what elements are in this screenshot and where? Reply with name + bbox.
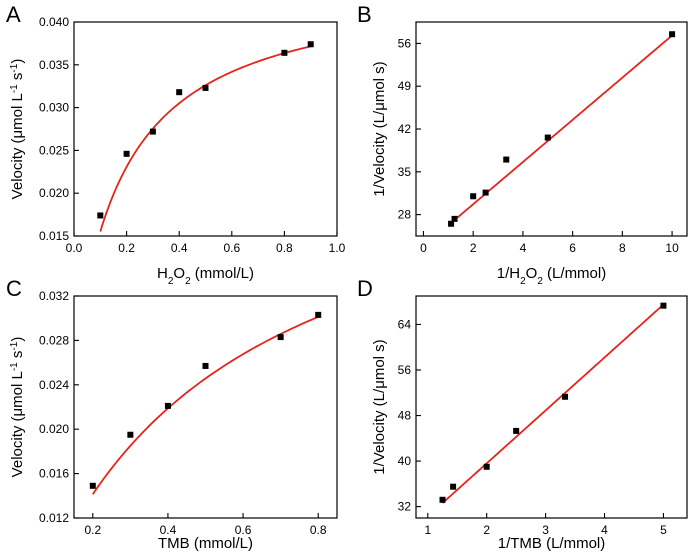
panel-label: B (357, 2, 372, 27)
x-tick-label: 4 (520, 241, 527, 255)
x-tick-label: 5 (660, 523, 667, 537)
y-tick-label: 0.030 (39, 101, 69, 115)
y-tick-label: 56 (398, 363, 412, 377)
data-point (307, 41, 314, 48)
data-point (176, 89, 183, 96)
x-tick-label: 0.6 (235, 523, 252, 537)
x-axis-title: H2O2 (mmol/L) (157, 265, 254, 287)
fit-line (441, 303, 665, 504)
plot-frame (415, 21, 688, 237)
x-tick-label: 0.8 (310, 523, 327, 537)
fit-line (92, 316, 319, 495)
y-tick-label: 0.025 (39, 143, 69, 157)
x-tick-label: 4 (601, 523, 608, 537)
y-tick-label: 0.032 (39, 289, 69, 303)
data-point (277, 334, 284, 341)
y-tick-label: 0.015 (39, 229, 69, 243)
y-tick-label: 0.016 (39, 467, 69, 481)
data-point (660, 302, 667, 309)
panel-b: B 0 2 4 6 8 10 28 35 42 49 56 1/H2O2 (L/mmol) 1/Veloc… (357, 2, 688, 287)
x-tick-label: 0.6 (223, 241, 240, 255)
fit-line (99, 45, 311, 232)
x-tick-label: 6 (569, 241, 576, 255)
data-point (202, 362, 209, 369)
y-tick-label: 0.028 (39, 333, 69, 347)
data-point (89, 482, 96, 489)
panel-label: A (6, 2, 21, 27)
data-point (470, 193, 477, 200)
x-tick-label: 0.0 (66, 241, 83, 255)
panel-label: C (6, 276, 22, 301)
data-point (669, 31, 676, 38)
data-point (450, 483, 457, 490)
data-point (149, 128, 156, 135)
x-tick-label: 0.4 (160, 523, 177, 537)
data-point (202, 84, 209, 91)
data-point (97, 212, 104, 219)
x-tick-label: 0.4 (171, 241, 188, 255)
y-tick-label: 56 (398, 36, 412, 50)
y-tick-label: 0.020 (39, 186, 69, 200)
y-axis-title: 1/Velocity (L/μmol s) (371, 339, 388, 474)
y-tick-label: 0.020 (39, 422, 69, 436)
x-tick-label: 0.8 (276, 241, 293, 255)
data-point (503, 156, 510, 163)
x-tick-label: 2 (470, 241, 477, 255)
x-tick-label: 1 (424, 523, 431, 537)
y-tick-label: 32 (398, 500, 412, 514)
panel-d: D 1 2 3 4 5 32 40 48 56 64 1/TMB (L/mmol) 1/Velocity… (357, 276, 688, 552)
data-point (483, 463, 490, 470)
y-tick-label: 28 (398, 208, 412, 222)
data-point (451, 215, 458, 222)
y-tick-label: 42 (398, 122, 412, 136)
panel-label: D (357, 276, 373, 301)
y-tick-label: 48 (398, 409, 412, 423)
panel-a: A 0.0 0.2 0.4 0.6 0.8 1.0 0.015 0.020 0.025 0.030 0… (6, 2, 346, 287)
x-axis-title: TMB (mmol/L) (158, 535, 253, 552)
x-tick-label: 3 (542, 523, 549, 537)
y-tick-label: 64 (398, 317, 412, 331)
y-axis-title: 1/Velocity (L/μmol s) (371, 61, 388, 196)
y-tick-label: 35 (398, 165, 412, 179)
x-tick-label: 8 (619, 241, 626, 255)
data-point (439, 496, 446, 503)
y-axis-title: Velocity (μmol L-1 s-1) (9, 59, 27, 200)
data-point (164, 402, 171, 409)
x-tick-label: 0.2 (118, 241, 135, 255)
plot-frame (73, 21, 338, 237)
x-tick-label: 2 (483, 523, 490, 537)
y-tick-label: 0.024 (39, 378, 69, 392)
y-tick-label: 0.040 (39, 15, 69, 29)
y-tick-label: 40 (398, 454, 412, 468)
x-axis-title: 1/TMB (L/mmol) (498, 535, 606, 552)
data-point (281, 49, 288, 56)
data-point (544, 134, 551, 141)
data-point (482, 189, 489, 196)
x-tick-label: 0.2 (84, 523, 101, 537)
y-tick-label: 0.035 (39, 58, 69, 72)
x-tick-label: 1.0 (329, 241, 346, 255)
plot-frame (415, 295, 688, 519)
y-tick-label: 0.012 (39, 511, 69, 525)
data-point (127, 431, 134, 438)
data-point (513, 427, 520, 434)
y-axis-title: Velocity (μmol L-1 s-1) (9, 337, 27, 478)
x-tick-label: 10 (665, 241, 679, 255)
data-point (448, 220, 455, 227)
plot-frame (73, 295, 338, 519)
y-tick-label: 49 (398, 79, 412, 93)
x-tick-label: 0 (420, 241, 427, 255)
data-point (562, 393, 569, 400)
panel-c: C 0.2 0.4 0.6 0.8 0.012 0.016 0.020 0.024 0.028 0.… (6, 276, 338, 552)
data-point (123, 150, 130, 157)
x-axis-title: 1/H2O2 (L/mmol) (497, 265, 606, 287)
data-point (315, 311, 322, 318)
